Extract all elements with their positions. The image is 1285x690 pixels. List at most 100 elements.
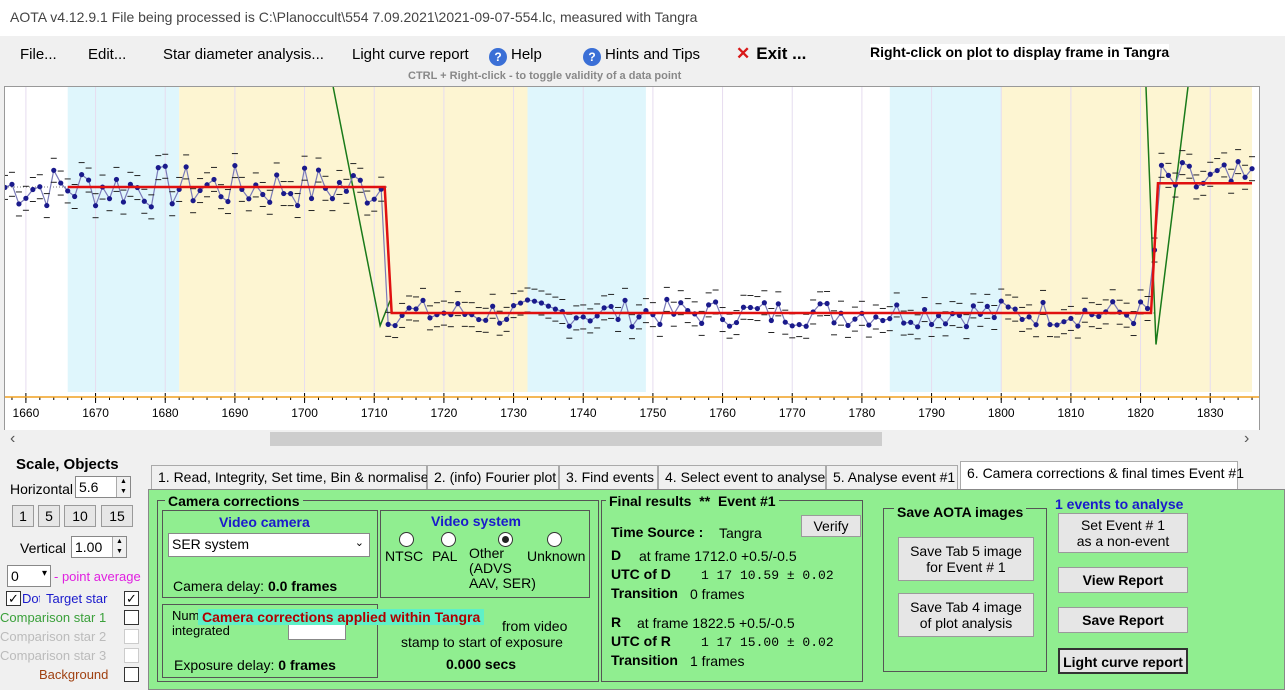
- data-point: [1019, 316, 1025, 323]
- d-frame: at frame 1712.0 +0.5/-0.5: [639, 548, 797, 564]
- scale-preset-5[interactable]: 5: [38, 505, 60, 527]
- data-point: [1221, 162, 1227, 168]
- comparison-star-1-checkbox[interactable]: [124, 610, 139, 625]
- pal-radio[interactable]: [441, 532, 456, 547]
- data-point: [754, 305, 761, 312]
- scale-preset-10[interactable]: 10: [64, 505, 96, 527]
- menu-exit[interactable]: ✕ Exit ...: [736, 44, 806, 64]
- save-images-group: [883, 508, 1047, 672]
- x-tick-label-14: 1800: [988, 406, 1015, 420]
- stamp-text-2: stamp to start of exposure: [401, 634, 563, 650]
- tab-read-integrity[interactable]: 1. Read, Integrity, Set time, Bin & norm…: [151, 465, 429, 489]
- scale-preset-15[interactable]: 15: [101, 505, 133, 527]
- x-tick-label-0: 1660: [13, 406, 40, 420]
- scale-objects-title: Scale, Objects: [16, 456, 119, 473]
- tab-camera-corrections[interactable]: 6. Camera corrections & final times Even…: [960, 461, 1244, 489]
- data-point: [371, 196, 377, 202]
- target-star-checkbox[interactable]: ✓: [124, 591, 139, 606]
- menu-file[interactable]: File...: [20, 46, 57, 63]
- x-tick-label-12: 1780: [849, 406, 876, 420]
- data-point: [573, 315, 579, 321]
- menu-help[interactable]: ? Help: [489, 46, 542, 66]
- menu-hints[interactable]: ? Hints and Tips: [583, 46, 700, 66]
- x-tick-label-5: 1710: [361, 406, 388, 420]
- data-point: [1186, 163, 1192, 169]
- fit-line: [67, 181, 1253, 315]
- data-point: [991, 314, 997, 321]
- data-point: [301, 165, 308, 171]
- data-point: [894, 302, 900, 308]
- tab-select-event[interactable]: 4. Select event to analyse: [658, 465, 826, 489]
- save-report-button[interactable]: Save Report: [1058, 607, 1188, 633]
- menu-light-curve-report[interactable]: Light curve report: [352, 46, 469, 63]
- scroll-left-icon[interactable]: ‹: [10, 430, 16, 447]
- tab-find-events[interactable]: 3. Find events: [559, 465, 658, 489]
- time-source-label: Time Source :: [611, 524, 704, 540]
- x-tick-label-1: 1670: [82, 406, 109, 420]
- data-point: [315, 167, 322, 173]
- set-non-event-button[interactable]: Set Event # 1 as a non-event: [1058, 513, 1188, 553]
- horizontal-scale-spinner[interactable]: 5.6 ▲ ▼: [75, 476, 131, 498]
- scale-preset-1[interactable]: 1: [12, 505, 34, 527]
- other-radio[interactable]: [498, 532, 513, 547]
- data-point: [517, 300, 524, 306]
- data-point: [211, 176, 217, 183]
- vertical-scale-value: 1.00: [75, 539, 103, 555]
- background-checkbox[interactable]: [124, 667, 139, 682]
- data-point: [1040, 299, 1046, 306]
- vertical-spinner-arrows-icon[interactable]: ▲ ▼: [112, 537, 126, 557]
- unknown-radio[interactable]: [547, 532, 562, 547]
- menu-star-diameter[interactable]: Star diameter analysis...: [163, 46, 324, 63]
- light-curve-plot[interactable]: 1660 1670 1680 1690 1700 1710 1720 1730 1740 1750…: [2, 86, 1260, 431]
- data-point: [928, 321, 935, 328]
- exposure-delay-value: 0 frames: [278, 657, 336, 673]
- camera-corrections-page: Camera corrections Video camera SER syst…: [148, 489, 1285, 690]
- light-curve-report-button[interactable]: Light curve report: [1058, 648, 1188, 674]
- menu-edit[interactable]: Edit...: [88, 46, 127, 63]
- plot-band-3: [645, 87, 890, 392]
- data-point: [866, 322, 872, 328]
- data-point: [587, 318, 593, 324]
- spinner-arrows-icon[interactable]: ▲ ▼: [116, 477, 130, 497]
- vertical-scale-spinner[interactable]: 1.00 ▲ ▼: [71, 536, 127, 558]
- tab-strip: 1. Read, Integrity, Set time, Bin & norm…: [148, 461, 1285, 489]
- data-point: [1033, 322, 1039, 328]
- scroll-thumb[interactable]: [270, 432, 882, 446]
- utc-d-value: 1 17 10.59 ± 0.02: [701, 568, 834, 583]
- point-average-select[interactable]: 0 ▾: [7, 565, 51, 587]
- data-point: [197, 187, 203, 194]
- data-point: [288, 191, 294, 197]
- save-tab4-image-button[interactable]: Save Tab 4 image of plot analysis: [898, 593, 1034, 637]
- plot-scrollbar[interactable]: ‹ ›: [4, 430, 1260, 448]
- data-point: [1096, 313, 1102, 320]
- data-point: [1165, 172, 1172, 178]
- final-results-event: Event #1: [717, 493, 776, 509]
- data-point: [58, 180, 64, 186]
- data-point: [1012, 306, 1018, 312]
- data-point: [127, 181, 133, 187]
- save-tab5-image-button[interactable]: Save Tab 5 image for Event # 1: [898, 537, 1034, 581]
- data-point: [9, 181, 15, 187]
- exposure-delay-label: Exposure delay: 0 frames: [174, 657, 336, 673]
- camera-type-select[interactable]: SER system ⌄: [168, 533, 370, 557]
- verify-button[interactable]: Verify: [801, 515, 861, 537]
- help-icon: ?: [489, 48, 507, 66]
- data-point: [483, 317, 489, 323]
- ntsc-radio[interactable]: [399, 532, 414, 547]
- dots-checkbox[interactable]: ✓: [6, 591, 21, 606]
- scroll-right-icon[interactable]: ›: [1244, 430, 1250, 447]
- data-point: [740, 304, 747, 310]
- view-report-button[interactable]: View Report: [1058, 567, 1188, 593]
- tab-analyse-event[interactable]: 5. Analyse event #1: [826, 465, 958, 489]
- camera-type-value: SER system: [172, 536, 250, 552]
- tab-fourier-plot[interactable]: 2. (info) Fourier plot: [427, 465, 559, 489]
- video-system-title: Video system: [431, 513, 522, 529]
- data-point: [497, 320, 503, 326]
- data-point: [1068, 315, 1074, 322]
- data-point: [608, 303, 614, 310]
- comparison-star-3-checkbox: [124, 648, 139, 663]
- data-point: [1214, 167, 1220, 174]
- data-point: [427, 315, 433, 321]
- d-label: D: [611, 547, 622, 563]
- data-point: [942, 321, 949, 327]
